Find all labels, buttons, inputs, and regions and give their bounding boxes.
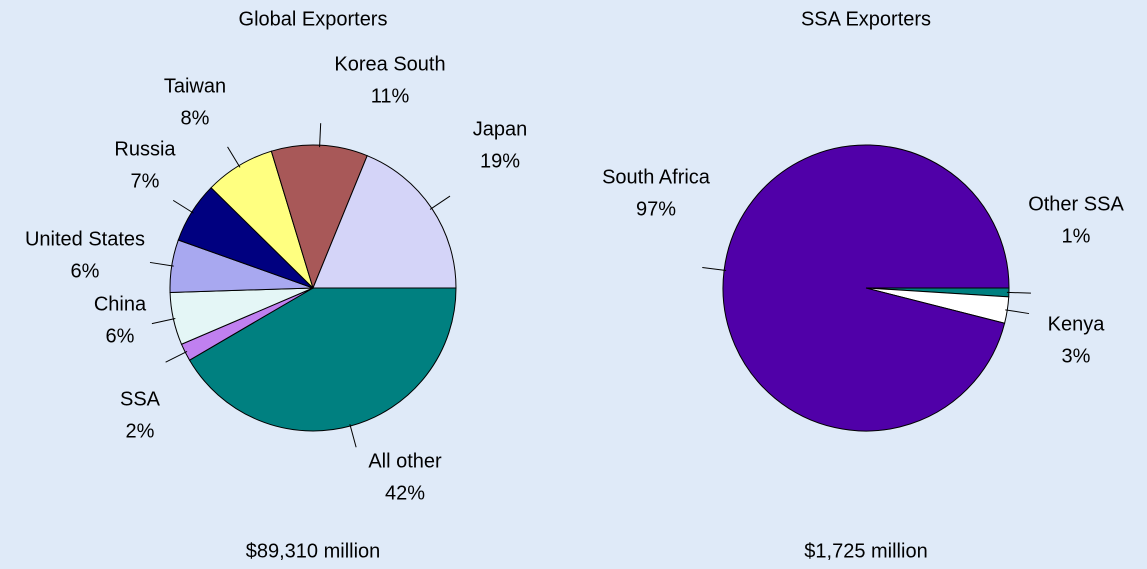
slice-value-label: 19% [480, 150, 520, 172]
slice-label: Korea South [334, 53, 445, 75]
slice-label: SSA [120, 388, 161, 410]
slice-label: Russia [114, 138, 176, 160]
slice-value-label: 7% [131, 170, 160, 192]
slice-value-label: 3% [1062, 345, 1091, 367]
slice-label: United States [25, 228, 145, 250]
slice-label: China [94, 293, 147, 315]
slice-label: Other SSA [1028, 193, 1124, 215]
leader-line [1005, 309, 1030, 315]
slice-label: All other [368, 450, 442, 472]
slice-value-label: 6% [71, 260, 100, 282]
slice-value-label: 97% [636, 198, 676, 220]
total-label: $89,310 million [246, 540, 381, 562]
chart-title: Global Exporters [239, 8, 388, 30]
slice-label: Taiwan [164, 75, 226, 97]
total-label: $1,725 million [804, 540, 927, 562]
slice-label: South Africa [602, 166, 711, 188]
leader-line [227, 146, 241, 168]
slice-value-label: 1% [1062, 225, 1091, 247]
slice-value-label: 11% [371, 85, 410, 107]
leader-line [319, 123, 322, 148]
pie-slice [722, 144, 1010, 432]
leader-line [429, 195, 451, 210]
slice-label: Kenya [1048, 313, 1106, 335]
leader-line [702, 267, 727, 271]
slice-value-label: 8% [181, 107, 210, 129]
slice-label: Japan [473, 118, 528, 140]
chart-title: SSA Exporters [801, 8, 931, 30]
slice-value-label: 2% [126, 420, 155, 442]
leader-line [165, 350, 188, 363]
leader-line [349, 423, 357, 448]
slice-value-label: 6% [106, 325, 135, 347]
leader-line [149, 261, 174, 267]
leader-line [172, 199, 194, 214]
slice-value-label: 42% [385, 482, 425, 504]
leader-line [151, 317, 176, 325]
leader-line [1006, 291, 1031, 294]
